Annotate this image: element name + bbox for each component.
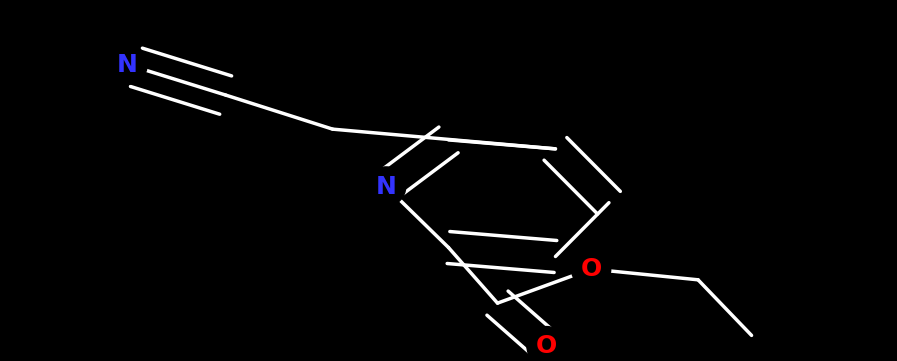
Text: N: N — [118, 53, 138, 77]
Circle shape — [108, 45, 147, 84]
Circle shape — [571, 249, 611, 289]
Text: N: N — [376, 174, 396, 199]
Circle shape — [527, 327, 566, 361]
Circle shape — [367, 167, 405, 206]
Text: O: O — [580, 257, 602, 281]
Text: O: O — [536, 334, 557, 358]
